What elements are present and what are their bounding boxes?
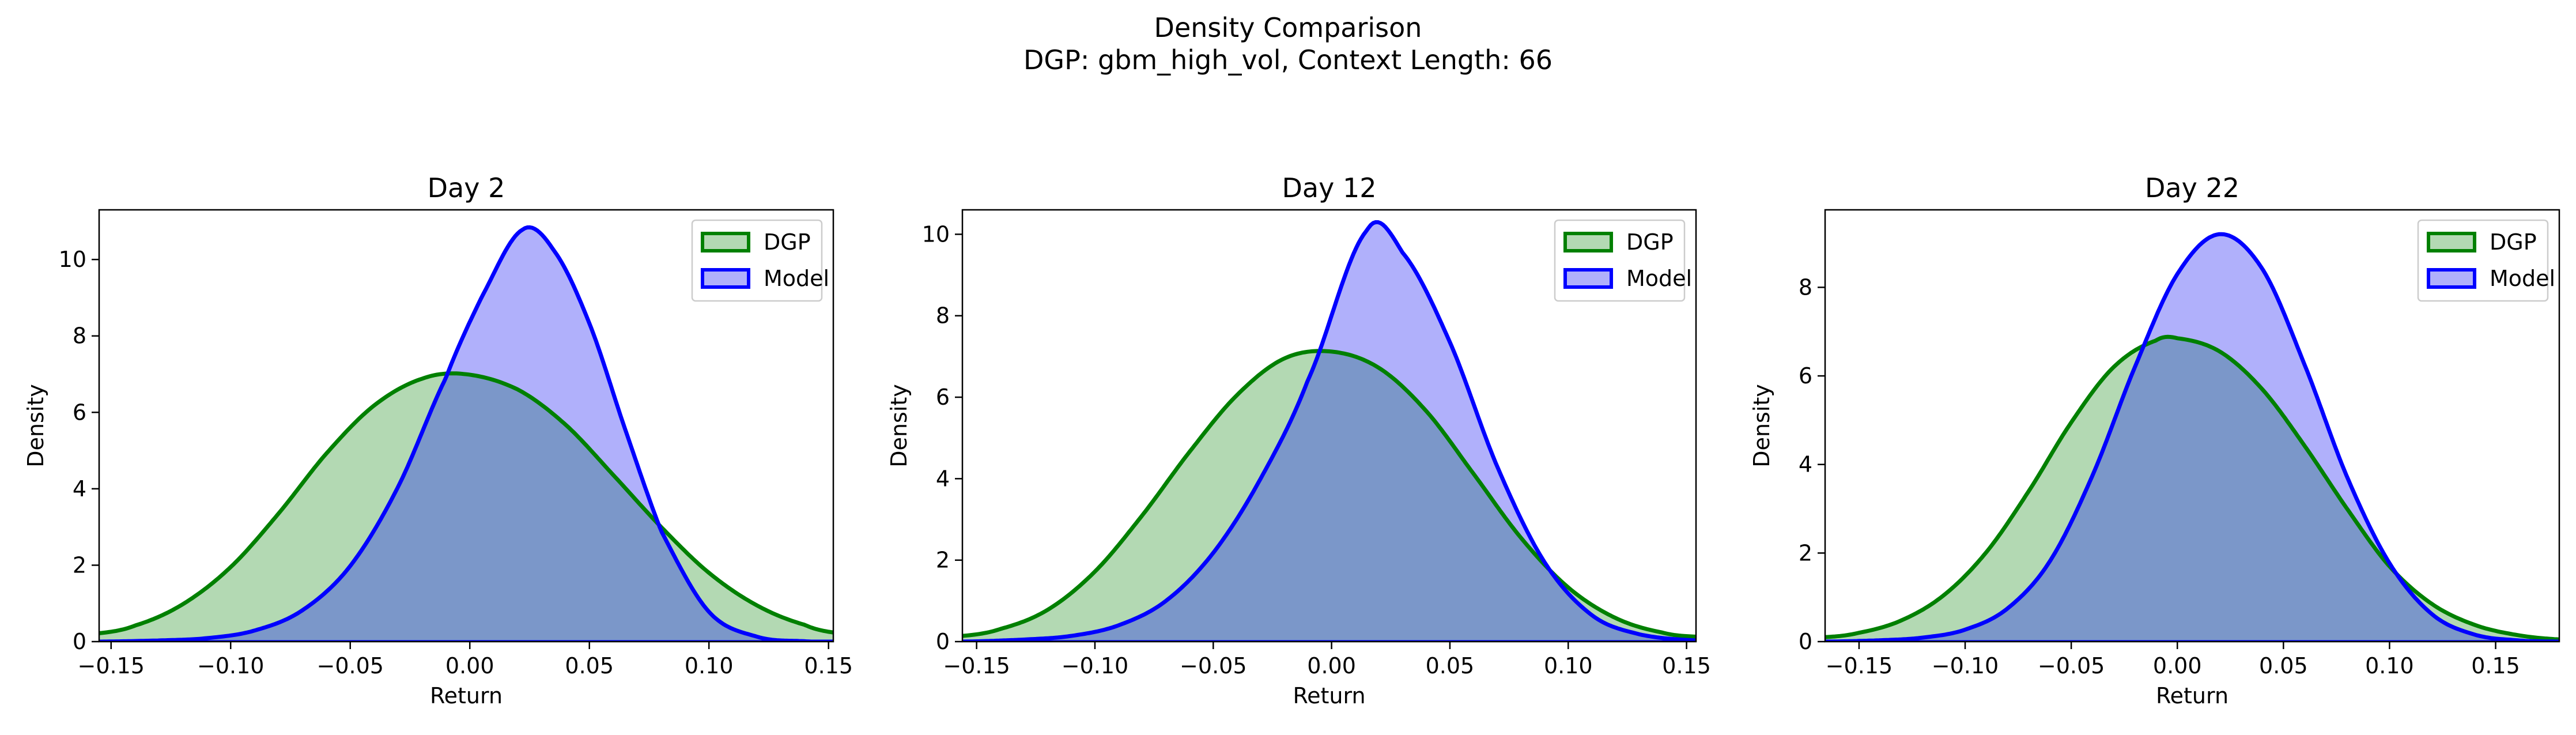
x-tick-label: −0.15: [943, 653, 1010, 679]
legend-swatch: [2427, 268, 2476, 289]
figure-title: Density Comparison: [1154, 12, 1422, 43]
y-axis-label: Density: [1749, 384, 1774, 467]
x-tick-label: −0.05: [2038, 653, 2105, 679]
legend-swatch: [701, 268, 750, 289]
y-tick-label: 6: [936, 385, 950, 410]
overlap-area: [1825, 337, 2559, 642]
x-tick-label: 0.10: [685, 653, 734, 679]
figure-subtitle: DGP: gbm_high_vol, Context Length: 66: [1023, 44, 1553, 76]
y-axis-label: Density: [886, 384, 912, 467]
panel-title: Day 12: [1282, 172, 1377, 203]
x-axis-label: Return: [2156, 683, 2228, 708]
x-tick-label: 0.05: [565, 653, 614, 679]
plot-area: [962, 220, 1696, 642]
y-tick-label: 4: [1799, 452, 1812, 477]
legend-swatch: [1563, 268, 1613, 289]
chart-panel-1: −0.15 −0.10 −0.05 0.00 0.05 0.10 0.15 0 2 4 6 8 10 Da…: [23, 172, 853, 708]
axes-frame: [98, 209, 834, 643]
y-tick-label: 8: [1799, 274, 1812, 300]
legend-label: DGP: [2490, 229, 2537, 255]
y-tick-label: 2: [936, 548, 950, 573]
y-tick-label: 4: [936, 466, 950, 491]
dgp-line: [1825, 334, 2559, 642]
dgp-line: [962, 349, 1696, 639]
y-tick-label: 10: [59, 247, 86, 272]
x-tick-label: 0.00: [1307, 653, 1356, 679]
y-tick-label: 2: [73, 552, 86, 578]
panel-title: Day 22: [2145, 172, 2239, 203]
x-tick-label: 0.00: [445, 653, 494, 679]
legend-swatch: [2427, 232, 2476, 252]
y-axis-label: Density: [23, 384, 48, 467]
x-tick-label: 0.00: [2153, 653, 2202, 679]
y-tick-label: 8: [936, 303, 950, 329]
legend-label: DGP: [1626, 229, 1674, 255]
legend-label: DGP: [764, 229, 811, 255]
x-tick-label: −0.15: [78, 653, 145, 679]
x-tick-label: −0.10: [197, 653, 264, 679]
y-tick-label: 4: [73, 476, 86, 502]
model-line: [99, 225, 833, 642]
y-tick-label: 0: [1799, 629, 1812, 654]
plot-area: [1825, 232, 2559, 642]
legend-swatch: [701, 232, 750, 252]
legend: DGP Model: [1554, 219, 1692, 302]
model-line: [962, 220, 1696, 642]
x-axis-label: Return: [1293, 683, 1365, 708]
dgp-line: [99, 371, 833, 635]
x-tick-label: 0.15: [804, 653, 853, 679]
y-tick-label: 6: [1799, 363, 1812, 389]
x-tick-label: −0.10: [1932, 653, 1999, 679]
x-tick-label: −0.05: [1180, 653, 1247, 679]
chart-panel-2: −0.15 −0.10 −0.05 0.00 0.05 0.10 0.15 0 2 4 6 8 10 Da…: [886, 172, 1711, 708]
legend: DGP Model: [2417, 219, 2555, 302]
legend-label: Model: [1626, 266, 1692, 291]
legend: DGP Model: [691, 219, 829, 302]
y-tick-label: 0: [936, 629, 950, 654]
legend-label: Model: [2490, 266, 2555, 291]
x-axis-label: Return: [430, 683, 503, 708]
y-tick-label: 6: [73, 399, 86, 425]
overlap-area: [962, 350, 1696, 642]
legend-label: Model: [764, 266, 829, 291]
y-tick-label: 0: [73, 629, 86, 654]
axes-frame: [961, 209, 1697, 643]
x-tick-label: −0.15: [1826, 653, 1893, 679]
x-tick-label: 0.10: [2365, 653, 2414, 679]
chart-panel-3: −0.15 −0.10 −0.05 0.00 0.05 0.10 0.15 0 2 4 6 8 Day …: [1749, 172, 2560, 708]
x-tick-label: 0.10: [1544, 653, 1593, 679]
axes-frame: [1824, 209, 2560, 643]
y-tick-label: 10: [922, 221, 950, 247]
x-tick-label: 0.05: [2259, 653, 2308, 679]
x-tick-label: 0.15: [1662, 653, 1711, 679]
x-tick-label: −0.10: [1062, 653, 1128, 679]
x-tick-label: 0.05: [1426, 653, 1475, 679]
plot-area: [99, 225, 833, 642]
y-tick-label: 2: [1799, 540, 1812, 566]
x-tick-label: 0.15: [2471, 653, 2520, 679]
x-tick-label: −0.05: [317, 653, 384, 679]
model-line: [1825, 232, 2559, 642]
y-tick-label: 8: [73, 323, 86, 349]
panel-title: Day 2: [428, 172, 505, 203]
overlap-area: [99, 373, 833, 642]
legend-swatch: [1563, 232, 1613, 252]
